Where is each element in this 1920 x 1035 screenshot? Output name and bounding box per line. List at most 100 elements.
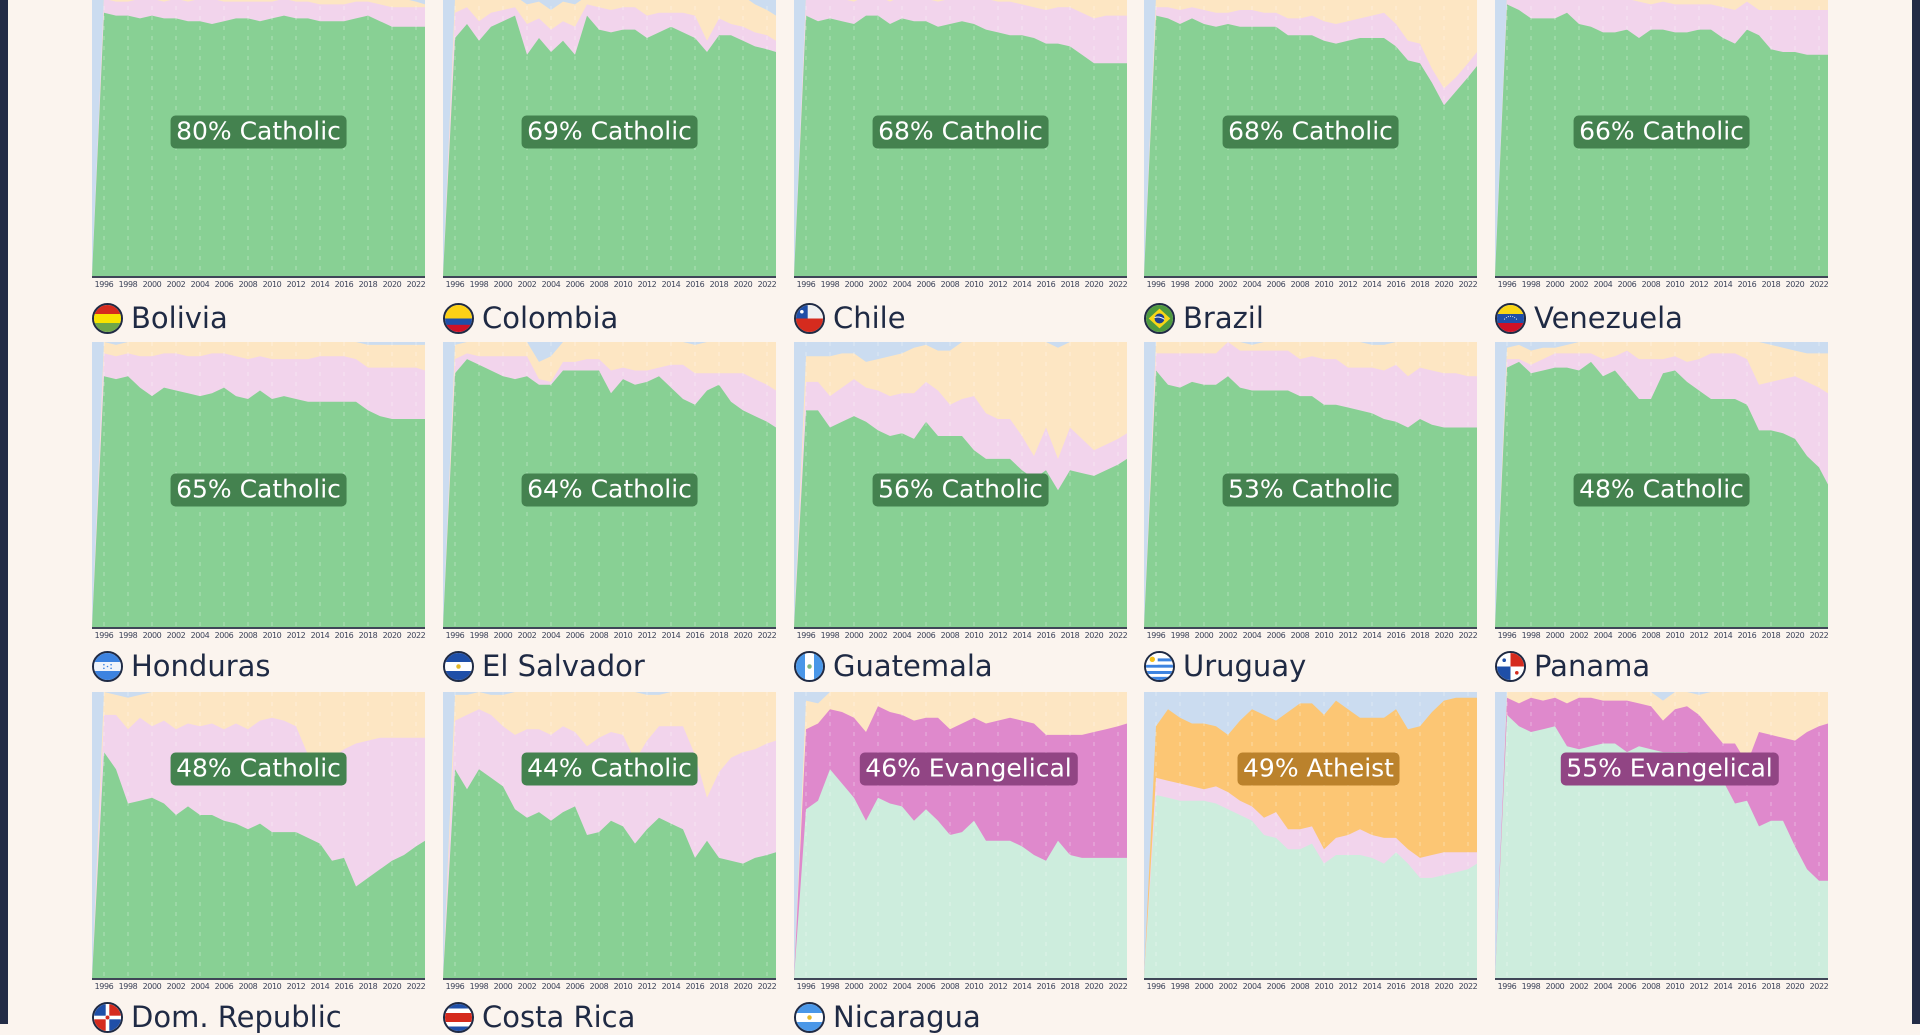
country-label: El Salvador: [443, 648, 645, 684]
x-tick-label: 2018: [709, 982, 729, 991]
country-name: Venezuela: [1534, 301, 1683, 335]
x-tick-label: 2014: [1012, 631, 1032, 640]
x-axis-line: [1144, 276, 1477, 278]
x-axis-ticks: 1996 1998 2000 2002 2004 2006 2008 2010 2012 2014…: [443, 631, 777, 643]
x-tick-label: 2000: [142, 280, 162, 289]
x-tick-label: 1998: [118, 280, 138, 289]
x-tick-label: 2018: [358, 280, 378, 289]
x-axis-line: [1495, 978, 1828, 980]
x-tick-label: 2014: [1362, 631, 1382, 640]
dominant-religion-badge: 48% Catholic: [1573, 473, 1750, 507]
x-tick-label: 2020: [1434, 631, 1454, 640]
country-name: Guatemala: [833, 649, 993, 683]
x-tick-label: 2006: [1266, 631, 1286, 640]
x-tick-label: 2000: [1194, 982, 1214, 991]
x-tick-label: 2004: [541, 280, 561, 289]
x-tick-label: 2022: [757, 280, 777, 289]
x-tick-label: 2016: [1036, 280, 1056, 289]
x-tick-label: 2022: [406, 280, 426, 289]
x-tick-label: 2012: [637, 982, 657, 991]
flag-venezuela-icon: [1495, 302, 1526, 334]
x-tick-label: 2008: [589, 631, 609, 640]
x-tick-label: 2020: [733, 280, 753, 289]
x-tick-label: 2018: [709, 631, 729, 640]
flag-guatemala-icon: [794, 650, 825, 682]
x-axis-ticks: 1996 1998 2000 2002 2004 2006 2008 2010 2012 2014…: [1144, 631, 1478, 643]
x-tick-label: 2012: [1338, 280, 1358, 289]
x-tick-label: 1998: [820, 631, 840, 640]
dominant-religion-badge: 80% Catholic: [170, 115, 347, 149]
dominant-religion-badge: 65% Catholic: [170, 473, 347, 507]
x-tick-label: 2014: [1713, 982, 1733, 991]
x-tick-label: 1996: [1146, 982, 1166, 991]
x-tick-label: 2010: [262, 280, 282, 289]
dominant-religion-badge: 44% Catholic: [521, 752, 698, 786]
x-tick-label: 2006: [214, 280, 234, 289]
country-name: Brazil: [1183, 301, 1264, 335]
x-tick-label: 1996: [94, 982, 114, 991]
x-tick-label: 2000: [142, 982, 162, 991]
x-tick-label: 2012: [988, 280, 1008, 289]
flag-uruguay-icon: [1144, 650, 1175, 682]
left-window-edge: [0, 0, 8, 1024]
x-tick-label: 2012: [286, 280, 306, 289]
x-axis-line: [443, 627, 776, 629]
x-tick-label: 2018: [1761, 280, 1781, 289]
x-tick-label: 2022: [1458, 982, 1478, 991]
x-axis-line: [92, 627, 425, 629]
x-tick-label: 2008: [1290, 982, 1310, 991]
x-tick-label: 2000: [493, 280, 513, 289]
x-tick-label: 2006: [1617, 280, 1637, 289]
x-tick-label: 2020: [1785, 631, 1805, 640]
x-axis-line: [1144, 627, 1477, 629]
x-tick-label: 2020: [1785, 982, 1805, 991]
x-tick-label: 2006: [565, 631, 585, 640]
x-tick-label: 2004: [541, 982, 561, 991]
x-tick-label: 2002: [166, 280, 186, 289]
x-axis-line: [1144, 978, 1477, 980]
x-tick-label: 2020: [382, 631, 402, 640]
x-axis-line: [794, 627, 1127, 629]
x-axis-line: [1495, 627, 1828, 629]
x-tick-label: 1998: [1170, 631, 1190, 640]
x-tick-label: 2012: [988, 631, 1008, 640]
x-tick-label: 2008: [238, 280, 258, 289]
x-tick-label: 1996: [445, 631, 465, 640]
x-tick-label: 2016: [1036, 982, 1056, 991]
x-tick-label: 1998: [1521, 982, 1541, 991]
x-axis-line: [443, 276, 776, 278]
x-tick-label: 2014: [661, 631, 681, 640]
x-tick-label: 2020: [1434, 280, 1454, 289]
x-tick-label: 2014: [1012, 982, 1032, 991]
country-name: Costa Rica: [482, 1000, 636, 1034]
x-tick-label: 2020: [1785, 280, 1805, 289]
x-tick-label: 2006: [1266, 982, 1286, 991]
x-tick-label: 2016: [1386, 280, 1406, 289]
country-name: El Salvador: [482, 649, 645, 683]
x-tick-label: 2008: [1641, 631, 1661, 640]
x-tick-label: 2010: [613, 280, 633, 289]
flag-honduras-icon: [92, 650, 123, 682]
x-tick-label: 2002: [1218, 280, 1238, 289]
x-tick-label: 2002: [868, 982, 888, 991]
x-tick-label: 2014: [1362, 982, 1382, 991]
country-label: Nicaragua: [794, 999, 981, 1035]
x-tick-label: 2020: [1084, 631, 1104, 640]
x-tick-label: 2010: [1314, 280, 1334, 289]
x-tick-label: 2000: [844, 982, 864, 991]
x-tick-label: 1998: [820, 982, 840, 991]
x-tick-label: 2000: [844, 280, 864, 289]
x-tick-label: 2006: [214, 631, 234, 640]
x-tick-label: 1996: [1497, 982, 1517, 991]
x-axis-ticks: 1996 1998 2000 2002 2004 2006 2008 2010 2012 2014…: [794, 631, 1128, 643]
x-axis-ticks: 1996 1998 2000 2002 2004 2006 2008 2010 2012 2014…: [1144, 280, 1478, 292]
country-label: Panama: [1495, 648, 1650, 684]
x-tick-label: 2002: [1218, 982, 1238, 991]
x-tick-label: 2008: [940, 280, 960, 289]
country-label: Honduras: [92, 648, 271, 684]
x-tick-label: 2010: [1665, 982, 1685, 991]
x-tick-label: 2012: [1689, 982, 1709, 991]
dominant-religion-badge: 55% Evangelical: [1560, 752, 1779, 786]
x-tick-label: 2020: [1084, 280, 1104, 289]
x-tick-label: 2010: [1665, 631, 1685, 640]
